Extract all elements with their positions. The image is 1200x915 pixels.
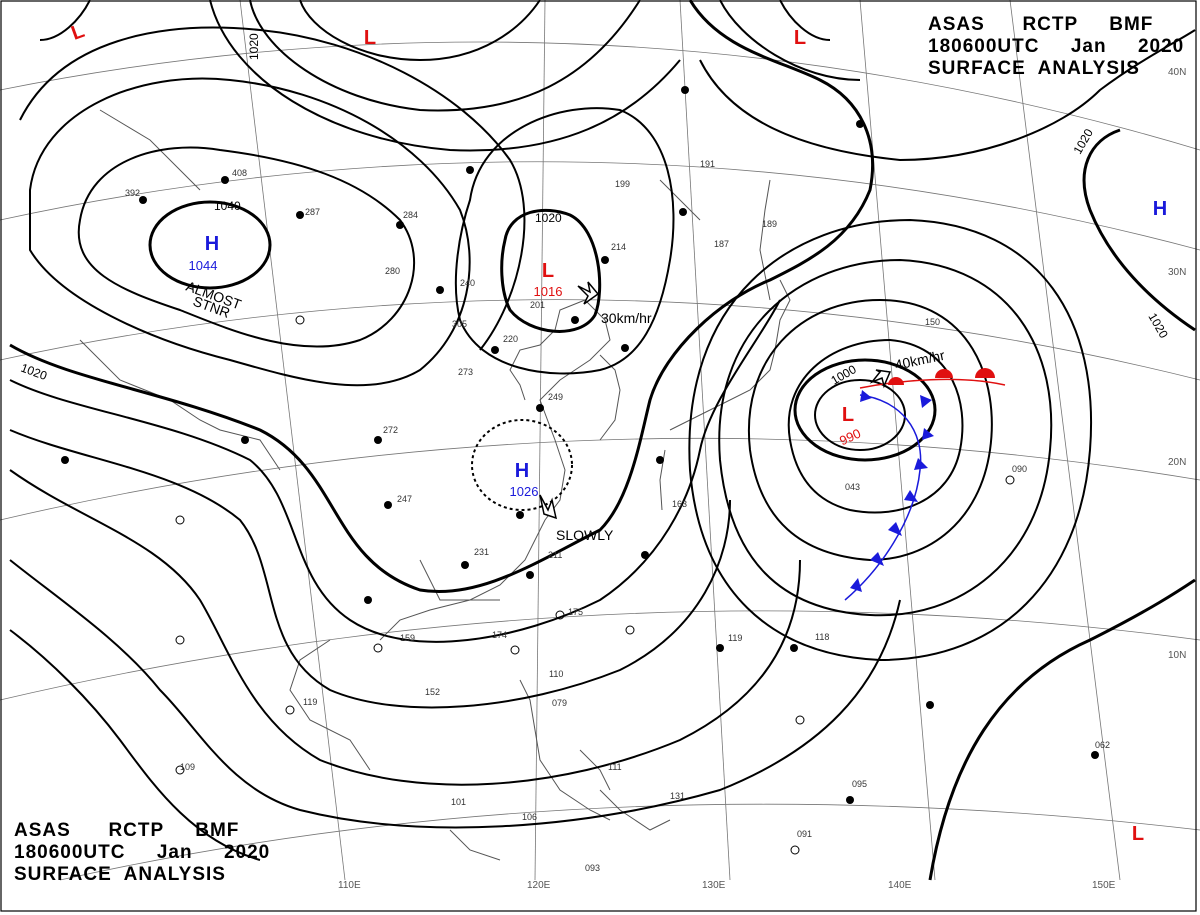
title-line-2: 180600UTC Jan 2020 (14, 842, 271, 863)
station-value: 174 (492, 630, 507, 640)
station-value: 090 (1012, 464, 1027, 474)
station-value: 284 (403, 210, 418, 220)
high-pressure-letter: H (205, 233, 219, 255)
pressure-value: 1026 (510, 484, 539, 499)
station-value: 211 (548, 550, 562, 560)
warm-front (859, 368, 1006, 389)
lat-label: 40N (1168, 67, 1186, 78)
low-pressure-letter: L (794, 27, 806, 49)
isobar-label: 1020 (19, 361, 49, 383)
title-line-1: ASAS RCTP BMF (928, 14, 1154, 35)
grid-labels: 110E 120E 130E 140E 150E 40N 30N 20N 10N (338, 67, 1186, 891)
chart-title-bottom: ASAS RCTP BMF 180600UTC Jan 2020 SURFACE… (14, 820, 270, 886)
high-pressure-letter: H (1153, 198, 1167, 220)
pressure-centers: H 1044 L 1016 H 1026 L 990 H L L L L (68, 20, 1167, 845)
station-value: 408 (232, 168, 247, 178)
station-value: 273 (458, 367, 473, 377)
station-value: 163 (672, 499, 687, 509)
station-value: 093 (585, 863, 600, 873)
pressure-value: 990 (837, 426, 863, 449)
station-value: 247 (397, 494, 412, 504)
station-values: 392 408 287 284 280 240 305 273 220 249 … (125, 159, 1110, 873)
station-value: 106 (522, 812, 537, 822)
coastlines (79, 109, 791, 861)
station-value: 280 (385, 266, 400, 276)
station-value: 175 (568, 607, 583, 617)
station-value: 392 (125, 188, 140, 198)
station-value: 118 (815, 632, 829, 642)
station-value: 119 (728, 633, 742, 643)
low-speed-label: 30km/hr (601, 310, 652, 326)
station-value: 119 (303, 697, 317, 707)
station-value: 109 (180, 762, 195, 772)
station-value: 043 (845, 482, 860, 492)
station-dots (61, 86, 1099, 804)
isobar-labels: 1020 1040 1020 1020 1020 1020 1000 (19, 33, 1171, 388)
high-pressure-letter: H (515, 460, 529, 482)
title-line-1: ASAS RCTP BMF (14, 820, 240, 841)
low-pressure-letter: L (842, 404, 854, 426)
low-pressure-letter: L (1132, 823, 1144, 845)
pressure-value: 1016 (534, 284, 563, 299)
isobars (9, 0, 1196, 881)
lon-label: 130E (702, 880, 726, 891)
title-line-3: SURFACE ANALYSIS (14, 864, 226, 885)
station-value: 220 (503, 334, 518, 344)
isobar-label: 1020 (247, 33, 261, 60)
cold-front (844, 390, 934, 601)
station-value: 187 (714, 239, 729, 249)
lat-label: 20N (1168, 457, 1186, 468)
station-value: 131 (670, 791, 685, 801)
station-value: 101 (451, 797, 466, 807)
isobar-label: 1020 (535, 211, 562, 225)
station-value: 231 (474, 547, 489, 557)
movement-arrows (539, 281, 892, 520)
station-value: 305 (452, 319, 467, 329)
low-speed-label: 40km/hr (893, 347, 946, 373)
lat-label: 10N (1168, 650, 1186, 661)
station-value: 062 (1095, 740, 1110, 750)
station-value: 214 (611, 242, 626, 252)
station-value: 240 (460, 278, 475, 288)
chart-title-top: ASAS RCTP BMF 180600UTC Jan 2020 SURFACE… (928, 14, 1184, 80)
low-pressure-letter: L (364, 27, 376, 49)
station-value: 111 (608, 762, 622, 772)
station-value: 189 (762, 219, 777, 229)
station-value: 287 (305, 207, 320, 217)
station-value: 201 (530, 300, 545, 310)
pressure-value: 1044 (189, 258, 218, 273)
low-pressure-letter: L (542, 260, 554, 282)
station-value: 199 (615, 179, 630, 189)
station-value: 249 (548, 392, 563, 402)
lon-label: 140E (888, 880, 912, 891)
lon-label: 120E (527, 880, 551, 891)
title-line-2: 180600UTC Jan 2020 (928, 36, 1185, 57)
slowly-label: SLOWLY (556, 527, 614, 543)
station-value: 095 (852, 779, 867, 789)
station-value: 079 (552, 698, 567, 708)
station-value: 159 (400, 633, 415, 643)
title-line-3: SURFACE ANALYSIS (928, 58, 1140, 79)
lon-label: 110E (338, 880, 361, 891)
lon-label: 150E (1092, 880, 1116, 891)
low-pressure-letter: L (68, 20, 87, 45)
station-value: 110 (549, 669, 563, 679)
station-value: 091 (797, 829, 812, 839)
station-value: 150 (925, 317, 940, 327)
station-value: 191 (700, 159, 715, 169)
station-circles (175, 315, 1015, 855)
station-value: 272 (383, 425, 398, 435)
isobar-label: 1040 (214, 199, 241, 213)
lat-label: 30N (1168, 267, 1186, 278)
station-value: 152 (425, 687, 440, 697)
isobar-label: 1020 (1145, 311, 1171, 341)
graticule (0, 0, 1200, 881)
